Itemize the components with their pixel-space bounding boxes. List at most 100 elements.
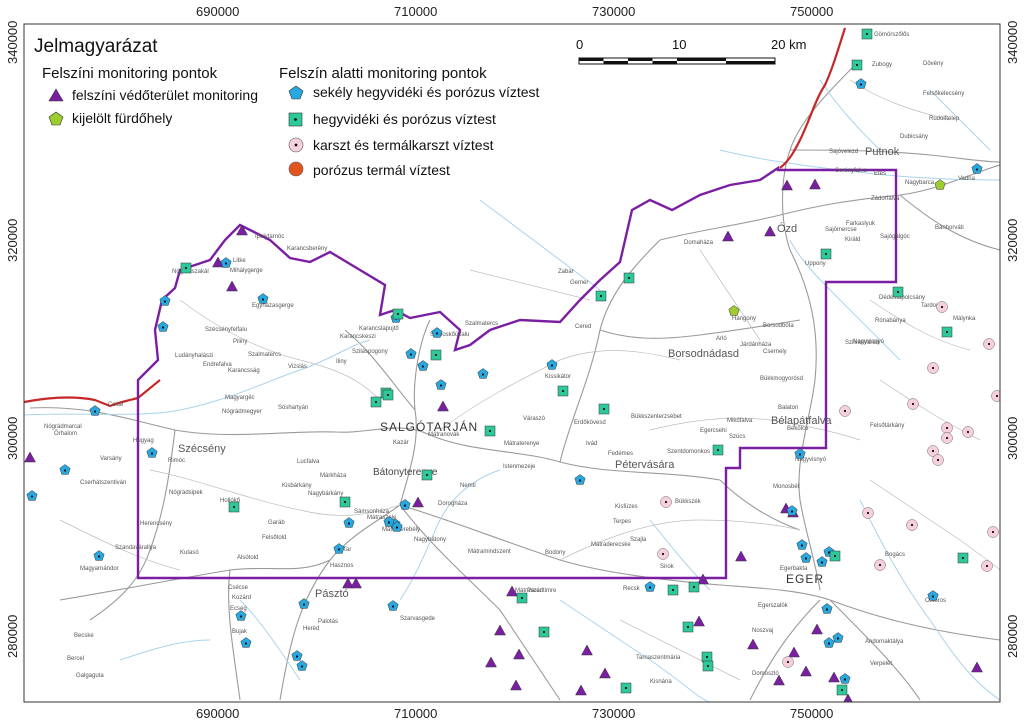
village-label: Sámsonháza: [354, 509, 390, 515]
scale-bar: 0 10 20 km: [570, 26, 824, 70]
protection-zone-triangle-icon: [773, 674, 785, 686]
town-label-batonyterenye: Bátonyterenye: [373, 467, 438, 478]
village-label: Ivád: [586, 441, 597, 447]
point-dot: [945, 436, 949, 440]
village-label: Kozárd: [232, 595, 251, 601]
point-dot: [798, 453, 802, 456]
protection-zone-triangle-icon: [809, 178, 821, 190]
village-label: Váraszó: [523, 416, 546, 422]
protection-zone-triangle-icon: [781, 179, 793, 191]
point-dot: [800, 544, 804, 547]
protection-zone-triangle-icon: [342, 577, 354, 589]
village-label: Sajómercse: [825, 227, 857, 233]
point-dot: [866, 511, 870, 515]
village-label: Andornaktálya: [865, 639, 904, 645]
protection-zone-triangle-icon: [412, 496, 424, 508]
point-dot: [624, 686, 628, 690]
point-dot: [786, 660, 790, 664]
x-tick-top: 730000: [592, 4, 635, 19]
village-label: Szarvasgede: [400, 616, 436, 622]
legend-item-label: kijelölt fürdőhely: [72, 110, 172, 126]
village-label: Szilaspogony: [352, 349, 388, 355]
point-dot: [855, 63, 859, 67]
village-label: Mátraverebély: [382, 527, 420, 533]
point-dot: [859, 83, 863, 86]
village-label: Ostoros: [925, 598, 946, 604]
point-dot: [991, 530, 995, 534]
x-tick-top: 710000: [394, 4, 437, 19]
bathing-site-pentagon-icon: [934, 179, 946, 190]
village-label: Egerbakta: [780, 566, 808, 572]
point-dot: [163, 300, 167, 303]
point-dot: [878, 563, 882, 567]
village-label: Monosbél: [773, 484, 799, 490]
legend-item-label: sekély hegyvidéki és porózus víztest: [313, 84, 540, 100]
point-dot: [302, 603, 306, 606]
village-label: Bükkmogyorósd: [760, 376, 803, 382]
village-label: Ecseg: [230, 606, 247, 612]
point-dot: [825, 608, 829, 611]
town-label-putnok: Putnok: [865, 146, 900, 158]
point-dot: [824, 252, 828, 256]
village-label: Iliny: [336, 359, 347, 365]
bathing-site-pentagon-icon: [728, 305, 740, 316]
village-label: Nagybárkány: [308, 491, 343, 497]
village-label: Farkaslyuk: [846, 221, 876, 227]
village-label: Domoszló: [752, 671, 779, 677]
x-tick-top: 690000: [196, 4, 239, 19]
protection-zone-triangle-icon: [764, 225, 776, 237]
village-label: Ipolytarnóc: [255, 234, 284, 240]
village-label: Királd: [845, 237, 860, 243]
protection-zone-triangle-icon: [236, 224, 248, 236]
point-dot: [387, 521, 391, 524]
village-label: Tar: [343, 547, 351, 553]
circle-icon: [288, 161, 304, 177]
village-label: Bercel: [67, 656, 84, 662]
pentagon-icon: [48, 111, 64, 126]
village-label: Karancskeszi: [340, 334, 376, 340]
point-dot: [161, 326, 165, 329]
point-dot: [232, 505, 236, 509]
village-label: Szentdomonkos: [667, 449, 710, 455]
village-label: Nagybarca: [905, 180, 935, 186]
point-dot: [561, 389, 565, 393]
town-label-petervasara: Pétervására: [615, 459, 675, 471]
village-label: Nógrádsipek: [169, 490, 204, 496]
village-label: Egercsehi: [700, 428, 727, 434]
point-dot: [434, 353, 438, 357]
village-label: Mátraderecske: [591, 542, 631, 548]
protection-zone-triangle-icon: [506, 585, 518, 597]
legend-item-label: hegyvidéki és porózus víztest: [313, 111, 496, 127]
village-label: Cered: [575, 324, 591, 330]
village-label: Heréd: [303, 626, 319, 632]
point-dot: [966, 430, 970, 434]
protection-zone-triangle-icon: [581, 644, 593, 656]
village-label: Rimóc: [168, 458, 185, 464]
village-label: Ludányhalászi: [175, 353, 213, 359]
village-label: Szúcs: [729, 434, 745, 440]
point-dot: [931, 449, 935, 453]
point-dot: [347, 522, 351, 525]
village-label: Nagybátony: [414, 537, 446, 543]
legend-dot: [294, 118, 297, 121]
point-dot: [542, 630, 546, 634]
city-label-salgotarjan: SALGÓTARJÁN: [380, 419, 478, 434]
point-dot: [804, 557, 808, 560]
village-label: Piliny: [233, 339, 247, 345]
x-tick-bottom: 730000: [592, 706, 635, 721]
point-dot: [985, 564, 989, 568]
pentagon-icon: [288, 85, 304, 100]
protection-zone-triangle-icon: [971, 661, 983, 673]
point-dot: [261, 298, 265, 301]
village-label: Tardona: [921, 303, 943, 309]
village-label: Mihálygerge: [230, 268, 263, 274]
village-label: Nemti: [460, 483, 476, 489]
village-label: Noszvaj: [752, 628, 773, 634]
village-label: Varsány: [100, 456, 122, 462]
point-dot: [395, 526, 399, 529]
point-dot: [840, 688, 844, 692]
point-dot: [706, 664, 710, 668]
point-dot: [661, 552, 665, 556]
village-label: Mikófalva: [727, 418, 753, 424]
village-label: Szilvásvárad: [845, 340, 879, 346]
